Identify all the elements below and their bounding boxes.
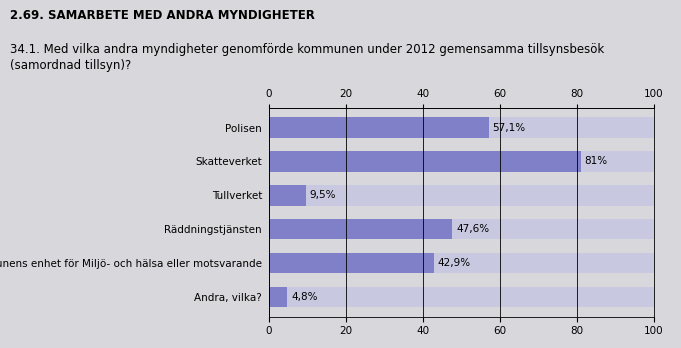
Bar [269,117,489,138]
Bar [269,287,287,307]
Text: 42,9%: 42,9% [438,258,471,268]
Bar [269,185,306,206]
Bar [269,287,654,307]
Bar [269,151,581,172]
Text: 81%: 81% [584,157,607,166]
Bar [269,253,434,273]
Text: 9,5%: 9,5% [309,190,336,200]
Bar [269,219,452,239]
Text: 57,1%: 57,1% [492,122,526,133]
Bar [269,253,654,273]
Bar [269,185,654,206]
Bar [269,219,654,239]
Bar [269,151,654,172]
Bar [269,117,654,138]
Text: 47,6%: 47,6% [456,224,489,234]
Text: 2.69. SAMARBETE MED ANDRA MYNDIGHETER: 2.69. SAMARBETE MED ANDRA MYNDIGHETER [10,9,315,22]
Text: 34.1. Med vilka andra myndigheter genomförde kommunen under 2012 gemensamma till: 34.1. Med vilka andra myndigheter genomf… [10,44,605,71]
Text: 4,8%: 4,8% [291,292,318,302]
